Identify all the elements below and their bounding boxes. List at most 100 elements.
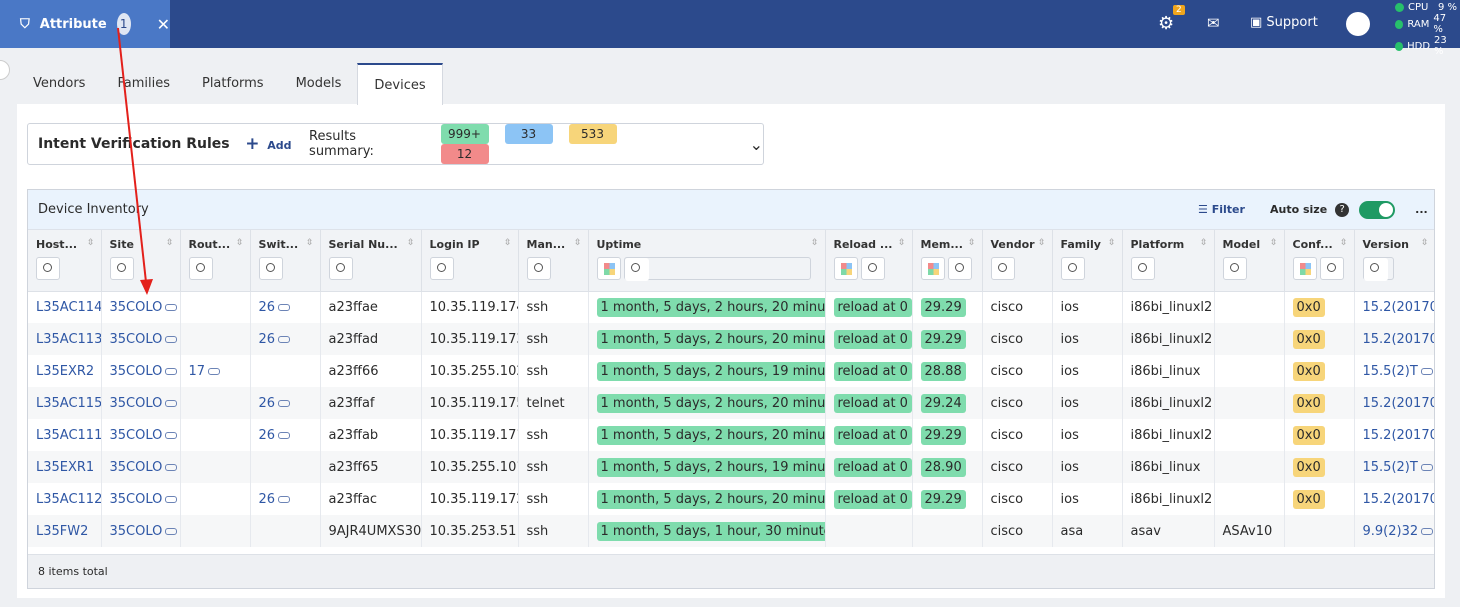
search-button[interactable] <box>860 257 885 280</box>
table-cell: 0x0 <box>1284 387 1355 419</box>
cell-value[interactable]: 15.2(201708 <box>1362 395 1435 411</box>
device-table: Host... ⇳ Site ⇳ Rout... ⇳ Swit... ⇳ Serial Nu..… <box>28 230 1435 547</box>
search-field[interactable] <box>623 257 811 281</box>
cell-value[interactable]: 17 <box>189 364 221 379</box>
table-cell: 15.2(201708 <box>1354 483 1435 515</box>
table-cell <box>1214 451 1285 483</box>
search-button[interactable] <box>1130 257 1155 280</box>
color-filter[interactable] <box>920 257 945 280</box>
search-button[interactable] <box>109 257 134 280</box>
cell-value[interactable]: 35COLO <box>110 492 178 507</box>
search-button[interactable] <box>1319 257 1344 280</box>
table-row: L35AC115 35COLO 26 a23ffaf 10.35.119.175 teln… <box>28 387 1435 419</box>
add-button[interactable]: + Add <box>245 134 292 154</box>
sort-icon: ⇳ <box>810 238 819 248</box>
table-cell: 35COLO <box>101 355 181 387</box>
cell-value[interactable]: L35AC113 <box>36 331 101 347</box>
cell-value: 1 month, 5 days, 2 hours, 20 minutes <box>596 393 824 413</box>
cell-value[interactable]: 26 <box>259 300 291 315</box>
search-button[interactable] <box>188 257 213 280</box>
search-field[interactable] <box>1362 257 1394 281</box>
cell-value[interactable]: 26 <box>259 492 291 507</box>
cell-value[interactable]: 35COLO <box>110 396 178 411</box>
table-cell: 1 month, 5 days, 2 hours, 20 minutes <box>588 323 826 355</box>
cell-value: a23ffad <box>328 331 379 347</box>
mail-icon[interactable]: ✉ <box>1207 14 1220 32</box>
column-title: Vendor <box>990 238 1035 251</box>
cell-value: ssh <box>526 299 549 315</box>
expand-chevron[interactable]: ⌄ <box>749 134 763 154</box>
summary-badge[interactable]: 999+ <box>440 124 489 144</box>
sort-icon: ⇳ <box>1339 238 1348 248</box>
settings-icon[interactable]: ⚙ <box>1158 13 1175 34</box>
summary-badge[interactable]: 533 <box>568 124 617 144</box>
search-button[interactable] <box>947 257 972 280</box>
tab[interactable]: Families <box>117 76 170 91</box>
table-cell: ssh <box>518 291 589 323</box>
table-cell: 29.24 <box>912 387 983 419</box>
summary-badge[interactable]: 33 <box>504 124 553 144</box>
cell-value: 0x0 <box>1292 297 1325 317</box>
cell-value[interactable]: L35FW2 <box>36 523 89 539</box>
help-icon[interactable]: ? <box>1335 202 1350 217</box>
cell-value[interactable]: 35COLO <box>110 332 178 347</box>
tab[interactable]: Models <box>295 76 342 91</box>
search-button[interactable] <box>36 257 60 280</box>
summary-badge[interactable]: 12 <box>440 144 489 164</box>
cell-value[interactable]: 15.5(2)T <box>1363 364 1433 379</box>
cell-value[interactable]: L35EXR2 <box>36 363 95 379</box>
table-cell: i86bi_linuxl2 <box>1122 483 1215 515</box>
cell-value[interactable]: 26 <box>259 396 291 411</box>
cell-value[interactable]: 15.2(201708 <box>1362 331 1435 347</box>
cell-value[interactable]: 15.2(201708 <box>1362 491 1435 507</box>
auto-size-toggle[interactable] <box>1359 200 1396 219</box>
sort-icon: ⇳ <box>967 238 976 248</box>
table-cell: 28.88 <box>912 355 983 387</box>
avatar[interactable] <box>1346 12 1370 36</box>
color-filter[interactable] <box>596 257 621 280</box>
cell-value[interactable]: 26 <box>259 332 291 347</box>
color-filter[interactable] <box>833 257 858 280</box>
cell-value[interactable]: 26 <box>259 428 291 443</box>
cell-value[interactable]: 15.2(201708 <box>1362 427 1435 443</box>
table-cell: 1 month, 5 days, 2 hours, 20 minutes <box>588 291 826 323</box>
column-filters <box>920 251 974 280</box>
cell-value[interactable]: L35AC112 <box>36 491 101 507</box>
cell-value[interactable]: 35COLO <box>110 300 178 315</box>
table-cell: L35AC113 <box>28 323 102 355</box>
table-cell: 10.35.255.101 <box>421 451 519 483</box>
more-menu[interactable]: ... <box>1415 203 1428 216</box>
support-link[interactable]: ▣ Support <box>1250 15 1318 30</box>
cell-value[interactable]: 9.9(2)32 <box>1363 524 1434 539</box>
search-button[interactable] <box>526 257 551 280</box>
cell-value[interactable]: 35COLO <box>110 524 178 539</box>
cell-value[interactable]: 35COLO <box>110 460 178 475</box>
cell-value[interactable]: 15.2(201708 <box>1362 299 1435 315</box>
tab[interactable]: Platforms <box>201 76 264 91</box>
cell-value[interactable]: L35EXR1 <box>36 459 95 475</box>
close-filter[interactable]: ✕ <box>156 14 170 34</box>
tab[interactable]: Vendors <box>33 76 86 91</box>
search-button[interactable] <box>1060 257 1085 280</box>
cell-value[interactable]: 15.5(2)T <box>1363 460 1433 475</box>
cell-value: i86bi_linuxl2 <box>1130 331 1213 347</box>
cell-value[interactable]: L35AC114 <box>36 299 101 315</box>
cell-value[interactable]: 35COLO <box>110 364 178 379</box>
search-button[interactable] <box>1222 257 1247 280</box>
cell-value[interactable]: 35COLO <box>110 428 178 443</box>
search-button[interactable] <box>990 257 1015 280</box>
cell-value[interactable]: L35AC111 <box>36 427 101 443</box>
tab[interactable]: Devices <box>357 63 443 105</box>
color-filter[interactable] <box>1292 257 1317 280</box>
cell-value[interactable]: L35AC115 <box>36 395 101 411</box>
column-filters <box>109 251 172 280</box>
search-button[interactable] <box>258 257 283 280</box>
search-button[interactable] <box>429 257 454 280</box>
table-cell: cisco <box>982 323 1053 355</box>
search-button[interactable] <box>328 257 353 280</box>
column-header: Reload ... ⇳ <box>825 230 913 292</box>
filter-tab[interactable]: ⛉ Attribute 1 ✕ <box>0 0 170 48</box>
sort-icon: ⇳ <box>305 238 314 248</box>
column-title: Mem... <box>920 238 963 251</box>
filter-button[interactable]: ☰ Filter <box>1198 203 1245 216</box>
